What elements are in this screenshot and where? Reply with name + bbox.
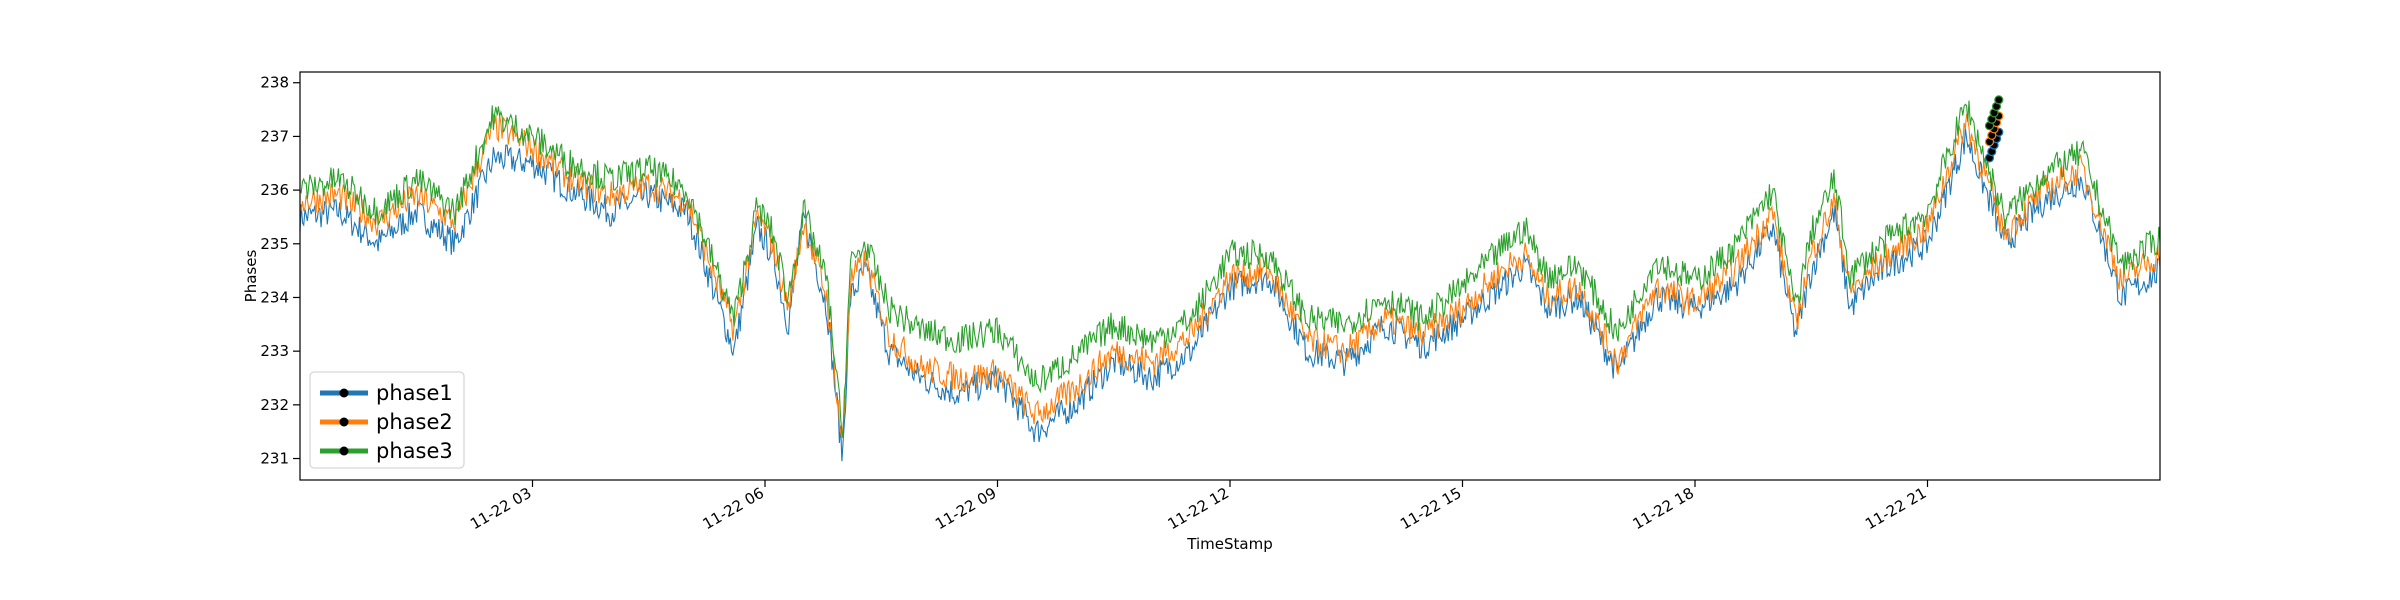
y-tick-label: 237 <box>260 127 289 145</box>
x-tick-label: 11-22 03 <box>467 484 534 533</box>
legend-box <box>309 371 465 469</box>
x-axis-label: TimeStamp <box>1186 535 1272 553</box>
x-axis: 11-22 03 11-22 06 11-22 09 11-22 12 11-22 15… <box>467 480 1930 533</box>
x-tick-label: 11-22 18 <box>1630 484 1697 533</box>
x-tick-label: 11-22 15 <box>1397 484 1464 533</box>
y-axis-label: Phases <box>242 250 260 303</box>
y-tick-label: 233 <box>260 342 289 360</box>
legend-label-phase2: phase2 <box>376 410 453 434</box>
legend-marker-phase1 <box>339 388 349 398</box>
x-tick-label: 11-22 21 <box>1862 484 1929 533</box>
x-tick-label: 11-22 09 <box>932 484 999 533</box>
x-tick-label: 11-22 06 <box>700 484 767 533</box>
y-tick-label: 234 <box>260 288 289 306</box>
endpoint-markers <box>1984 95 2004 163</box>
y-tick-label: 231 <box>260 450 289 468</box>
y-tick-label: 236 <box>260 181 289 199</box>
y-tick-label: 238 <box>260 74 289 92</box>
legend-marker-phase2 <box>339 417 349 427</box>
y-tick-label: 232 <box>260 396 289 414</box>
series-lines <box>299 100 2161 462</box>
legend-label-phase1: phase1 <box>376 381 453 405</box>
legend-marker-phase3 <box>339 446 349 456</box>
legend-label-phase3: phase3 <box>376 439 453 463</box>
legend: phase1 phase2 phase3 <box>309 371 465 469</box>
y-tick-label: 235 <box>260 235 289 253</box>
x-tick-label: 11-22 12 <box>1165 484 1232 533</box>
marker-phase3 <box>1994 95 2004 105</box>
series-line-phase1 <box>299 127 2161 462</box>
series-line-phase3 <box>299 100 2161 438</box>
y-axis: 231 232 233 234 235 236 237 238 <box>260 74 300 468</box>
